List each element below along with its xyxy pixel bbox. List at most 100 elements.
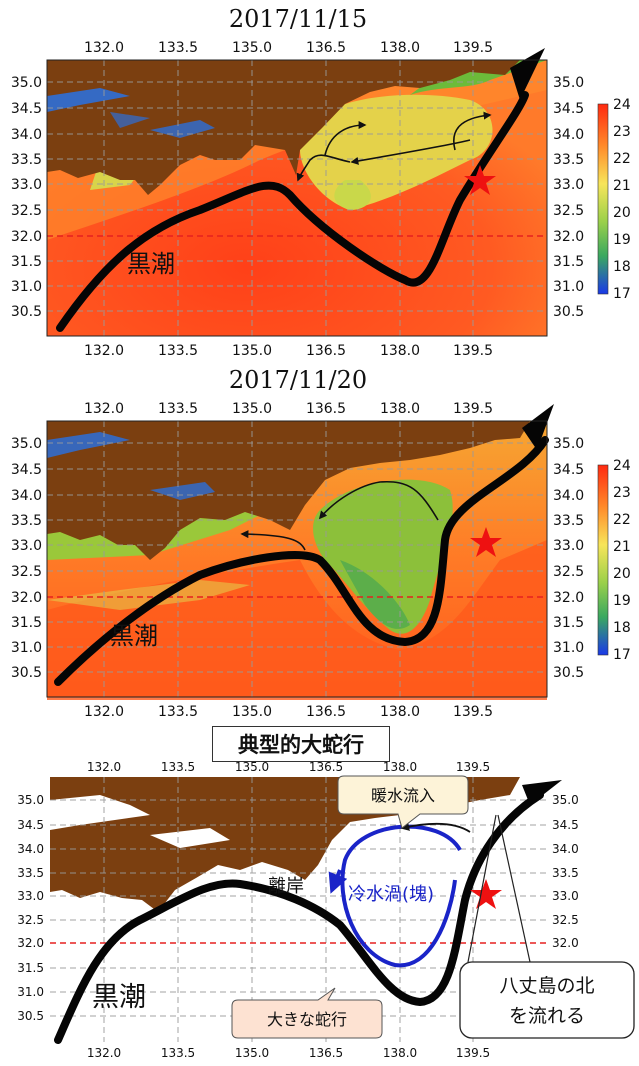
svg-text:132.0: 132.0	[84, 704, 124, 720]
svg-text:35.0: 35.0	[553, 75, 584, 91]
svg-text:八丈島の北: 八丈島の北	[499, 975, 594, 997]
svg-text:34.0: 34.0	[17, 842, 44, 856]
schematic-bottom-ticks: 132.0 133.5 135.0 136.5 138.0 139.5	[87, 1046, 490, 1060]
panel-1-left-ticks: 35.0 34.5 34.0 33.5 33.0 32.5 32.0 31.5 31.0…	[11, 75, 42, 320]
panel-1-right-ticks: 35.0 34.5 34.0 33.5 33.0 32.5 32.0 31.5 31.0…	[553, 75, 584, 320]
svg-text:31.5: 31.5	[11, 615, 42, 631]
svg-text:33.5: 33.5	[552, 866, 579, 880]
svg-text:31.5: 31.5	[553, 254, 584, 270]
svg-text:34.5: 34.5	[17, 818, 44, 832]
svg-text:18: 18	[613, 620, 631, 636]
svg-text:18: 18	[613, 259, 631, 275]
svg-text:139.5: 139.5	[456, 1046, 490, 1060]
svg-text:34.0: 34.0	[11, 488, 42, 504]
svg-text:34.5: 34.5	[553, 462, 584, 478]
panel-2-kuroshio-label: 黒潮	[110, 622, 158, 650]
svg-text:136.5: 136.5	[306, 401, 346, 417]
svg-text:33.0: 33.0	[11, 538, 42, 554]
kuroshio-arrow-head	[522, 404, 554, 450]
svg-text:34.5: 34.5	[11, 101, 42, 117]
kuroshio-arrow-head	[510, 48, 545, 100]
svg-text:31.0: 31.0	[11, 640, 42, 656]
svg-text:32.5: 32.5	[11, 564, 42, 580]
svg-text:33.5: 33.5	[11, 513, 42, 529]
svg-text:21: 21	[613, 178, 631, 194]
svg-text:大きな蛇行: 大きな蛇行	[267, 1010, 347, 1029]
svg-text:138.0: 138.0	[380, 40, 420, 56]
svg-text:23: 23	[613, 124, 631, 140]
hachijojima-star-marker	[470, 879, 502, 909]
svg-text:31.5: 31.5	[17, 961, 44, 975]
schematic-top-ticks: 132.0 133.5 135.0 136.5 138.0 139.5	[87, 760, 490, 774]
svg-text:32.0: 32.0	[11, 229, 42, 245]
svg-text:30.5: 30.5	[11, 665, 42, 681]
kuroshio-path	[54, 791, 544, 1044]
svg-text:139.5: 139.5	[456, 760, 490, 774]
svg-text:32.5: 32.5	[553, 203, 584, 219]
svg-text:139.5: 139.5	[453, 704, 493, 720]
hachijojima-star-marker	[464, 165, 496, 195]
svg-text:33.5: 33.5	[17, 866, 44, 880]
cold-meander-water	[313, 479, 453, 634]
svg-text:32.5: 32.5	[552, 913, 579, 927]
svg-text:132.0: 132.0	[84, 40, 124, 56]
svg-text:135.0: 135.0	[235, 760, 269, 774]
svg-text:33.0: 33.0	[553, 177, 584, 193]
svg-text:32.5: 32.5	[17, 913, 44, 927]
svg-text:32.0: 32.0	[11, 590, 42, 606]
svg-text:34.0: 34.0	[11, 127, 42, 143]
svg-text:133.5: 133.5	[161, 1046, 195, 1060]
svg-text:32.0: 32.0	[553, 590, 584, 606]
svg-text:31.0: 31.0	[553, 279, 584, 295]
kuroshio-path	[56, 91, 529, 332]
svg-text:30.5: 30.5	[11, 304, 42, 320]
svg-text:138.0: 138.0	[380, 343, 420, 359]
svg-text:21: 21	[613, 539, 631, 555]
svg-text:132.0: 132.0	[87, 760, 121, 774]
panel-2-bottom-ticks: 132.0 133.5 135.0 136.5 138.0 139.5	[84, 704, 493, 720]
svg-text:31.5: 31.5	[11, 254, 42, 270]
svg-text:133.5: 133.5	[158, 40, 198, 56]
svg-text:33.0: 33.0	[552, 889, 579, 903]
svg-text:30.5: 30.5	[553, 304, 584, 320]
svg-text:136.5: 136.5	[306, 343, 346, 359]
cold-eddy-label: 冷水渦(塊)	[348, 884, 434, 905]
panel-1-bottom-ticks: 132.0 133.5 135.0 136.5 138.0 139.5	[84, 343, 493, 359]
panel-1-grid	[47, 60, 547, 336]
svg-text:35.0: 35.0	[552, 793, 579, 807]
svg-text:33.0: 33.0	[11, 177, 42, 193]
svg-text:34.0: 34.0	[552, 842, 579, 856]
svg-text:暖水流入: 暖水流入	[371, 786, 435, 805]
svg-text:133.5: 133.5	[158, 401, 198, 417]
svg-text:32.0: 32.0	[553, 229, 584, 245]
svg-text:35.0: 35.0	[11, 436, 42, 452]
svg-text:30.5: 30.5	[553, 665, 584, 681]
panel-1-colorbar: 24 23 22 21 20 19 18 17	[597, 97, 631, 302]
typical-large-meander-label: 典型的大蛇行	[212, 726, 390, 762]
svg-text:17: 17	[613, 647, 631, 663]
svg-text:を流れる: を流れる	[509, 1005, 585, 1027]
panel-1-date: 2017/11/15	[229, 5, 367, 33]
svg-text:31.0: 31.0	[553, 640, 584, 656]
svg-text:132.0: 132.0	[84, 343, 124, 359]
svg-text:34.5: 34.5	[553, 101, 584, 117]
svg-text:31.5: 31.5	[553, 615, 584, 631]
svg-text:138.0: 138.0	[383, 1046, 417, 1060]
svg-text:133.5: 133.5	[158, 343, 198, 359]
offshore-label: 離岸	[268, 876, 304, 897]
svg-text:19: 19	[613, 232, 631, 248]
japan-land	[47, 421, 530, 560]
svg-text:138.0: 138.0	[380, 704, 420, 720]
svg-text:138.0: 138.0	[380, 401, 420, 417]
sst-panel-1: 2017/11/15	[11, 5, 631, 359]
svg-text:135.0: 135.0	[232, 343, 272, 359]
svg-text:132.0: 132.0	[84, 401, 124, 417]
svg-text:132.0: 132.0	[87, 1046, 121, 1060]
panel-2-top-ticks: 132.0 133.5 135.0 136.5 138.0 139.5	[84, 401, 493, 417]
schematic-left-ticks: 35.0 34.5 34.0 33.5 33.0 32.5 32.0 31.5 31.0…	[17, 793, 44, 1023]
svg-text:34.0: 34.0	[553, 127, 584, 143]
svg-text:133.5: 133.5	[158, 704, 198, 720]
svg-text:33.0: 33.0	[17, 889, 44, 903]
svg-text:22: 22	[613, 151, 631, 167]
svg-text:33.5: 33.5	[553, 513, 584, 529]
